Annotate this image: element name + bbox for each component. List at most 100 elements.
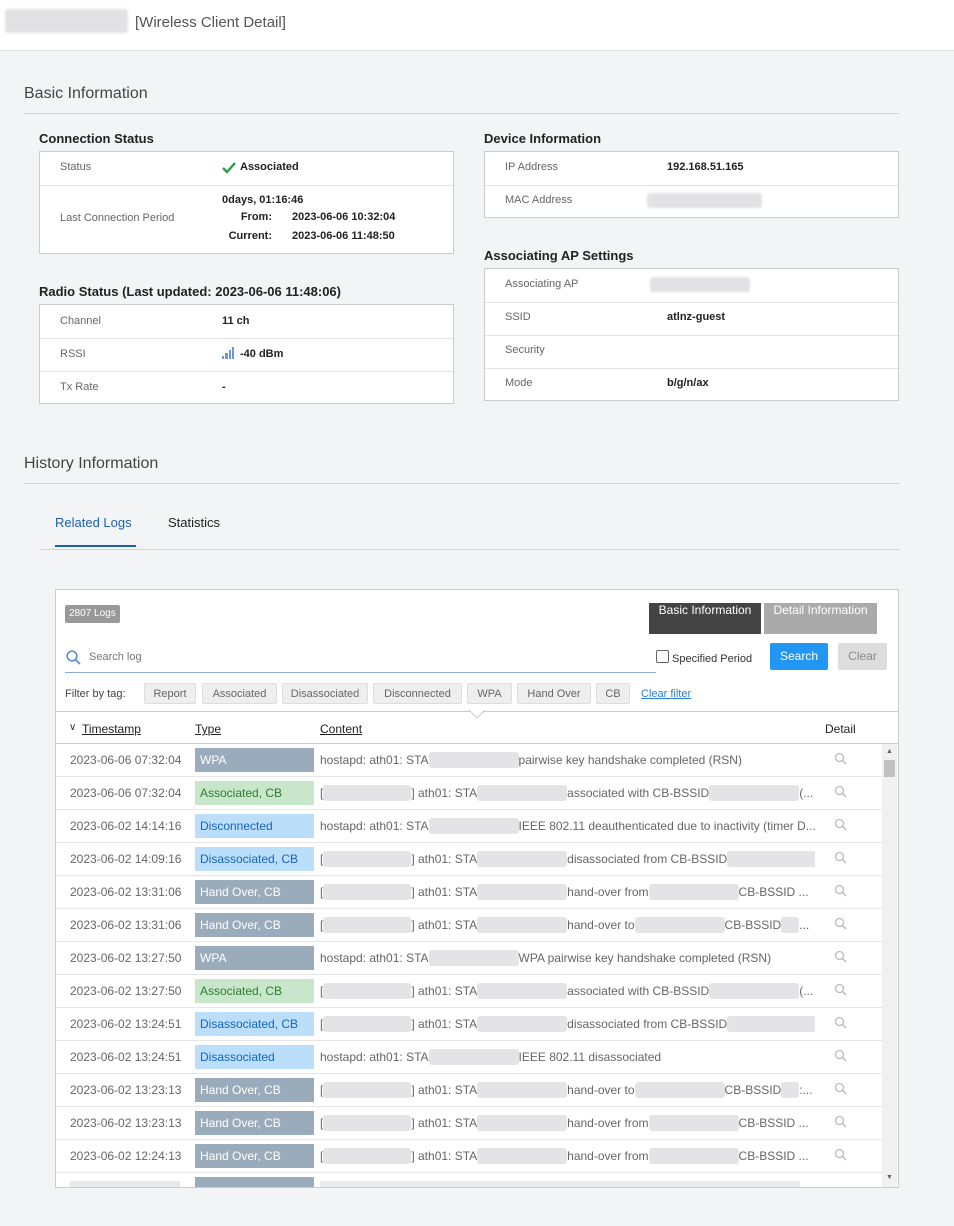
blurred-text <box>781 1082 800 1098</box>
content-text: [ <box>320 1149 324 1163</box>
detail-icon[interactable] <box>834 1016 848 1030</box>
column-header[interactable]: Content <box>320 722 363 736</box>
clear-button[interactable]: Clear <box>838 643 887 670</box>
type-badge: Hand Over, CB <box>195 913 314 937</box>
timestamp: 2023-06-02 14:14:16 <box>70 819 182 833</box>
cut-off <box>195 1177 314 1187</box>
tab[interactable]: Related Logs <box>55 515 132 530</box>
log-row[interactable]: 2023-06-02 13:23:13 Hand Over, CB [] ath01… <box>56 1074 882 1107</box>
detail-icon[interactable] <box>834 917 848 931</box>
detail-icon[interactable] <box>834 1148 848 1162</box>
filter-tag[interactable]: Report <box>144 683 196 704</box>
content-text: hand-over from <box>567 1149 649 1163</box>
detail-icon[interactable] <box>834 884 848 898</box>
card: Channel 11 ch RSSI -40 dBm Tx Rate - <box>39 304 454 404</box>
content-text: [ <box>320 852 324 866</box>
detail-icon[interactable] <box>834 950 848 964</box>
filter-tag[interactable]: Disassociated <box>282 683 368 704</box>
detail-icon[interactable] <box>834 851 848 865</box>
label: From: <box>240 211 272 223</box>
view-button[interactable]: Detail Information <box>764 603 877 634</box>
divider <box>485 185 898 186</box>
log-row[interactable]: 2023-06-02 14:14:16 Disconnected hostapd: … <box>56 810 882 843</box>
checkbox[interactable] <box>656 650 669 663</box>
log-row[interactable]: 2023-06-02 13:24:51 Disassociated hostapd:… <box>56 1041 882 1074</box>
label: Current: <box>228 230 272 242</box>
caret <box>469 710 485 719</box>
content-text: associated with CB-BSSID <box>567 786 710 800</box>
checkbox-label[interactable]: Specified Period <box>672 653 753 665</box>
blurred-text <box>477 884 568 900</box>
value: Associated <box>240 161 299 173</box>
log-row[interactable]: 2023-06-02 13:24:51 Disassociated, CB [] a… <box>56 1008 882 1041</box>
value: 2023-06-06 11:48:50 <box>292 230 395 242</box>
rule <box>24 113 899 114</box>
detail-icon[interactable] <box>834 1115 848 1129</box>
content-text: CB-BSSID ... <box>738 1116 809 1130</box>
timestamp: 2023-06-02 13:27:50 <box>70 951 182 965</box>
detail-icon[interactable] <box>834 983 848 997</box>
content-text: [ <box>320 1083 324 1097</box>
filter-tag[interactable]: CB <box>596 683 630 704</box>
content-text: pairwise key handshake completed (RSN) <box>518 753 742 767</box>
detail-icon[interactable] <box>834 1082 848 1096</box>
content-text: [ <box>320 918 324 932</box>
content-text: [ <box>320 984 324 998</box>
log-row[interactable]: 2023-06-02 12:24:13 Hand Over, CB [] ath01… <box>56 1140 882 1173</box>
type-badge: Associated, CB <box>195 781 314 805</box>
detail-icon[interactable] <box>834 1049 848 1063</box>
log-row[interactable]: 2023-06-02 13:31:06 Hand Over, CB [] ath01… <box>56 909 882 942</box>
cut-off <box>70 1181 180 1187</box>
blurred-text <box>428 752 519 768</box>
blurred-text <box>727 851 815 867</box>
column-header[interactable]: Timestamp <box>82 722 141 736</box>
view-button[interactable]: Basic Information <box>649 603 761 634</box>
input-underline <box>65 672 656 673</box>
blurred-text <box>477 1115 568 1131</box>
clear-filter[interactable]: Clear filter <box>641 688 692 700</box>
content: [] ath01: STA associated with CB-BSSID (..… <box>320 777 815 809</box>
detail-icon[interactable] <box>834 785 848 799</box>
detail-icon[interactable] <box>834 752 848 766</box>
search-input[interactable]: Search log <box>89 651 142 663</box>
filter-tag[interactable]: Disconnected <box>373 683 462 704</box>
log-row[interactable]: 2023-06-06 07:32:04 WPA hostapd: ath01: ST… <box>56 744 882 777</box>
tab[interactable]: Statistics <box>168 515 221 530</box>
scrollbar[interactable]: ▲ ▼ <box>882 744 897 1187</box>
type-badge: Hand Over, CB <box>195 1078 314 1102</box>
log-row[interactable]: 2023-06-02 13:27:50 Associated, CB [] ath0… <box>56 975 882 1008</box>
blurred-text <box>648 884 739 900</box>
type-badge: Hand Over, CB <box>195 1144 314 1168</box>
content-text: [ <box>320 885 324 899</box>
filter-tag[interactable]: Hand Over <box>517 683 591 704</box>
column-header[interactable]: Type <box>195 722 222 736</box>
content-text: hand-over from <box>567 1116 649 1130</box>
page-title: [Wireless Client Detail] <box>135 14 286 31</box>
divider <box>485 302 898 303</box>
log-count: 2807 Logs <box>65 605 120 623</box>
log-row[interactable]: 2023-06-02 14:09:16 Disassociated, CB [] a… <box>56 843 882 876</box>
blurred-text <box>648 1115 739 1131</box>
type-badge: Disconnected <box>195 814 314 838</box>
blurred-text <box>323 785 412 801</box>
timestamp: 2023-06-02 12:24:13 <box>70 1149 182 1163</box>
cut-off <box>320 1181 800 1187</box>
divider <box>40 185 453 186</box>
log-row[interactable]: 2023-06-02 13:27:50 WPA hostapd: ath01: ST… <box>56 942 882 975</box>
log-row[interactable]: 2023-06-06 07:32:04 Associated, CB [] ath0… <box>56 777 882 810</box>
log-row[interactable]: 2023-06-02 13:31:06 Hand Over, CB [] ath01… <box>56 876 882 909</box>
card-title: Radio Status (Last updated: 2023-06-06 1… <box>39 284 341 299</box>
content-text: [ <box>320 1017 324 1031</box>
filter-tag[interactable]: Associated <box>202 683 277 704</box>
label: Security <box>505 344 545 356</box>
search-button[interactable]: Search <box>770 643 828 670</box>
scroll-thumb[interactable] <box>884 760 895 777</box>
tab-indicator <box>55 545 136 547</box>
detail-icon[interactable] <box>834 818 848 832</box>
label: IP Address <box>505 161 558 173</box>
blurred-text <box>477 917 568 933</box>
value: - <box>222 381 226 393</box>
log-row[interactable]: 2023-06-02 13:23:13 Hand Over, CB [] ath01… <box>56 1107 882 1140</box>
filter-tag[interactable]: WPA <box>467 683 512 704</box>
